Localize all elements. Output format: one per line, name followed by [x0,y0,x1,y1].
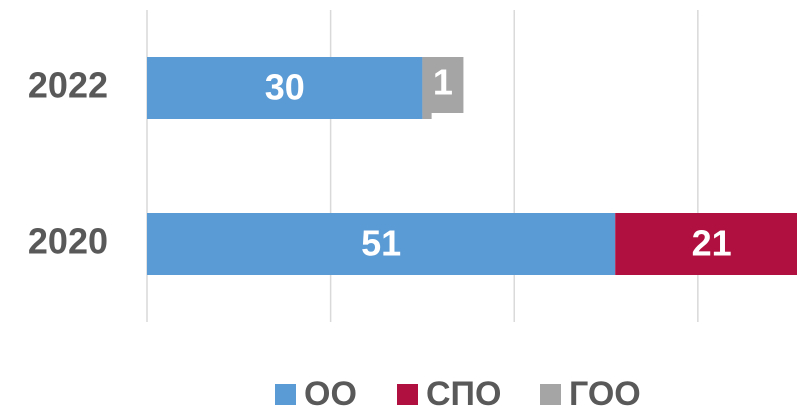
legend-swatch [540,384,561,405]
data-label: 1 [433,62,453,103]
legend-label: ГОО [569,375,641,408]
y-tick-label: 2022 [28,65,108,106]
bar-segment [147,213,616,275]
legend-swatch [397,384,418,405]
bar-segment [615,213,797,275]
legend-label: СПО [426,375,501,408]
legend-swatch [275,384,296,405]
legend-label: ОО [304,375,357,408]
y-tick-label: 2020 [28,221,108,262]
data-label: 30 [265,67,305,108]
data-label-box [422,57,464,113]
data-label: 51 [361,223,401,264]
data-label: 21 [692,223,732,264]
bar-segment [147,57,423,119]
